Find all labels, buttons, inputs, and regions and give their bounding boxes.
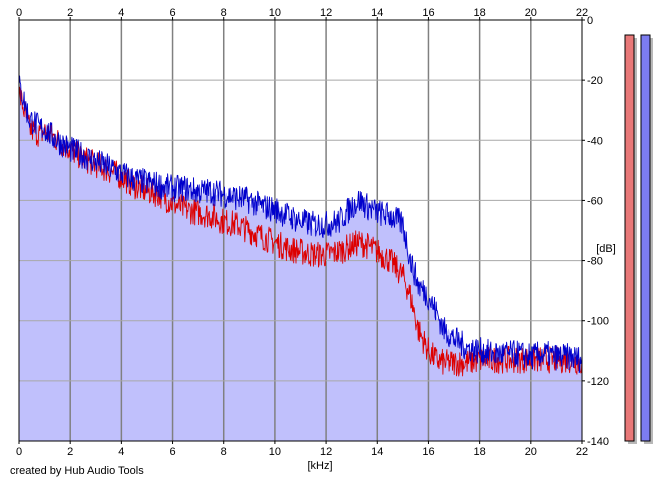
x-tick-label-top: 0 [16, 7, 22, 19]
x-tick-label-bottom: 12 [320, 446, 332, 458]
y-tick-label: -80 [587, 256, 603, 268]
x-tick-label-bottom: 4 [118, 446, 124, 458]
x-tick-label-top: 16 [422, 7, 434, 19]
x-tick-label-top: 20 [525, 7, 537, 19]
y-axis-label: [dB] [596, 243, 616, 255]
x-tick-label-bottom: 20 [525, 446, 537, 458]
y-tick-label: -20 [587, 75, 603, 87]
level-meter-left [624, 34, 635, 442]
x-tick-label-top: 14 [371, 7, 383, 19]
x-axis-label: [kHz] [307, 460, 332, 472]
x-tick-label-bottom: 18 [474, 446, 486, 458]
x-tick-label-top: 22 [576, 7, 588, 19]
x-tick-label-bottom: 16 [422, 446, 434, 458]
x-tick-label-top: 2 [67, 7, 73, 19]
spectrum-line-blue [18, 75, 583, 374]
x-tick-label-top: 8 [221, 7, 227, 19]
x-tick-label-top: 18 [474, 7, 486, 19]
y-tick-label: -140 [587, 436, 609, 448]
x-tick-label-bottom: 2 [67, 446, 73, 458]
footer-credit: created by Hub Audio Tools [10, 465, 144, 477]
x-tick-label-bottom: 0 [16, 446, 22, 458]
y-tick-label: -60 [587, 195, 603, 207]
y-tick-label: 0 [587, 15, 593, 27]
y-tick-label: -100 [587, 316, 609, 328]
x-tick-label-top: 6 [169, 7, 175, 19]
plot-frame [18, 19, 583, 442]
x-tick-label-top: 4 [118, 7, 124, 19]
x-tick-label-top: 12 [320, 7, 332, 19]
x-tick-label-bottom: 22 [576, 446, 588, 458]
x-tick-label-bottom: 10 [269, 446, 281, 458]
y-tick-label: -40 [587, 135, 603, 147]
x-tick-label-bottom: 14 [371, 446, 383, 458]
x-tick-label-bottom: 6 [169, 446, 175, 458]
x-tick-label-bottom: 8 [221, 446, 227, 458]
spectrum-fill [19, 84, 582, 441]
level-meter-right [640, 34, 651, 442]
y-tick-label: -120 [587, 376, 609, 388]
x-tick-label-top: 10 [269, 7, 281, 19]
